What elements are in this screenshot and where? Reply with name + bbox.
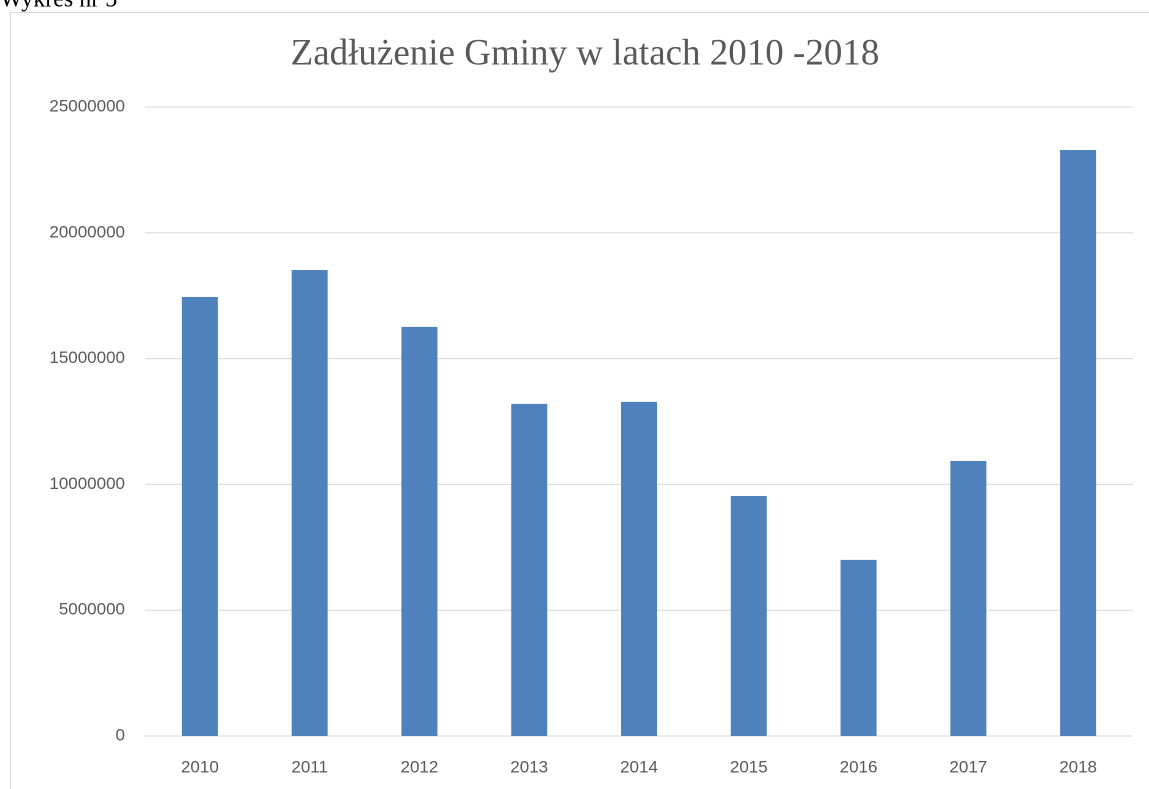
bar (291, 270, 328, 736)
x-tick-label: 2017 (949, 757, 987, 776)
x-tick-label: 2018 (1059, 757, 1097, 776)
x-tick-label: 2011 (291, 757, 328, 776)
y-tick-label: 20000000 (49, 222, 125, 241)
bar (181, 296, 218, 736)
x-tick-label: 2015 (730, 757, 768, 776)
heading: Wykres nr 5 (0, 0, 117, 13)
bar (840, 559, 877, 736)
bar (1060, 150, 1097, 736)
chart-title: Zadłużenie Gminy w latach 2010 -2018 (291, 32, 880, 73)
chart-border (10, 12, 1149, 789)
x-tick-label: 2013 (510, 757, 548, 776)
x-tick-label: 2010 (181, 757, 219, 776)
x-tick-label: 2012 (401, 757, 439, 776)
y-tick-label: 5000000 (59, 600, 125, 619)
y-tick-label: 0 (116, 725, 125, 744)
bar (730, 495, 767, 736)
bar (511, 403, 548, 736)
y-tick-label: 25000000 (49, 96, 125, 115)
bar (950, 461, 987, 736)
x-tick-label: 2016 (840, 757, 878, 776)
y-tick-label: 15000000 (49, 348, 125, 367)
bar (401, 326, 438, 736)
x-tick-label: 2014 (620, 757, 658, 776)
y-tick-label: 10000000 (49, 474, 125, 493)
bar (621, 401, 657, 736)
